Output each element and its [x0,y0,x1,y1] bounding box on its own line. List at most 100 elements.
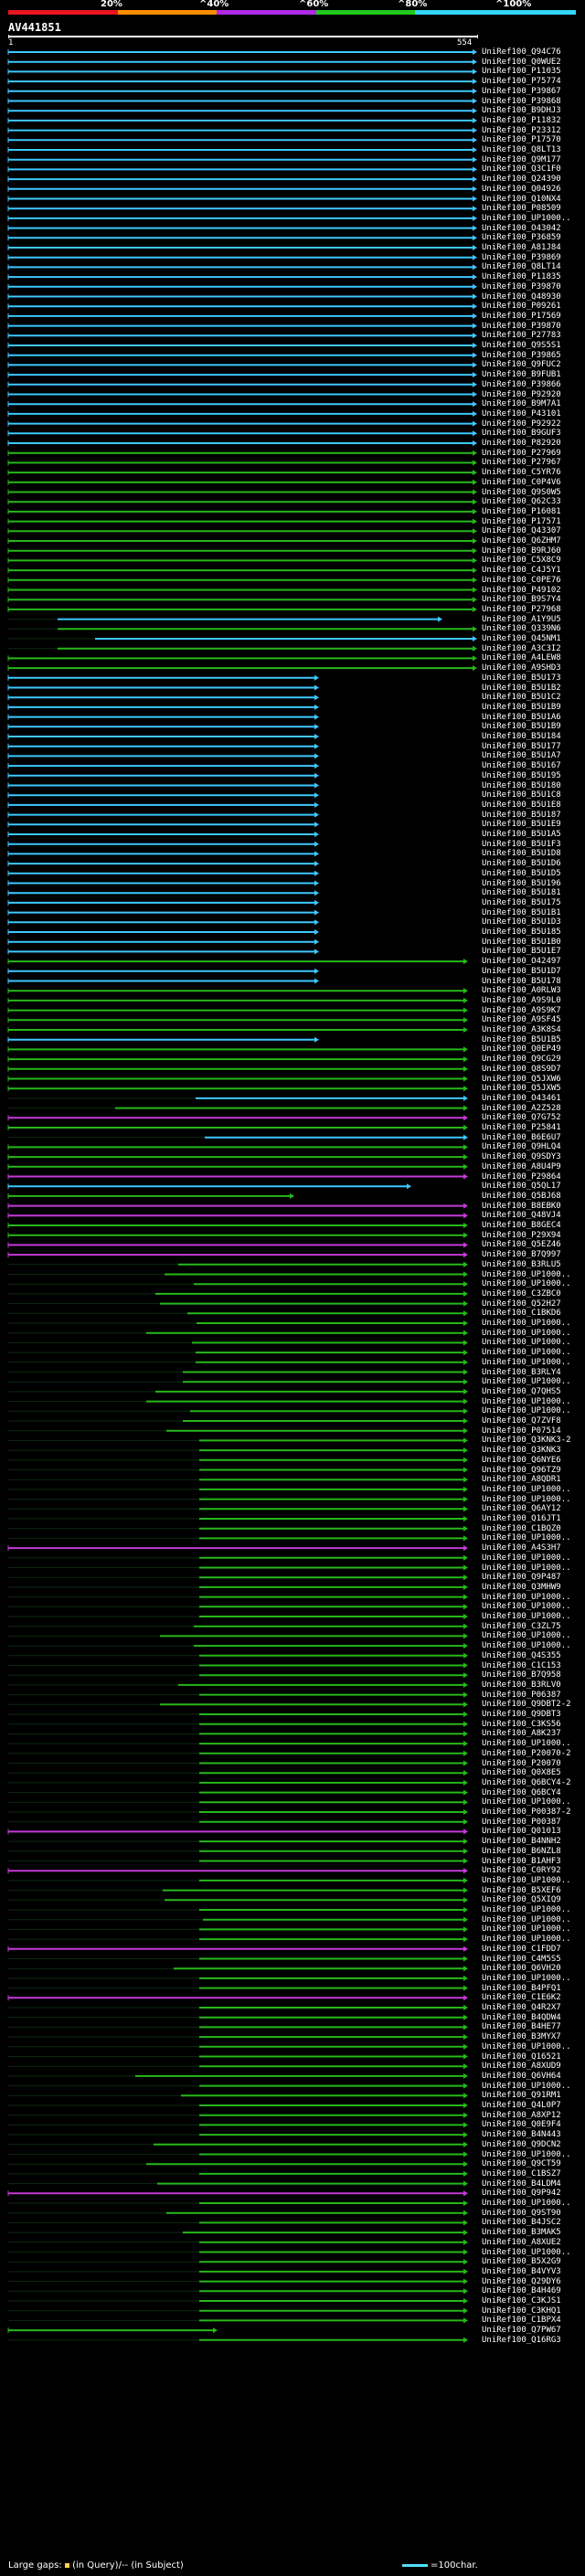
hit-label[interactable]: UniRef100_Q24390 [482,175,561,185]
hit-label[interactable]: UniRef100_B5U187 [482,810,561,820]
hit-label[interactable]: UniRef100_UP1000.. [482,1875,571,1885]
hit-label[interactable]: UniRef100_UP1000.. [482,2247,571,2257]
hit-label[interactable]: UniRef100_Q8S9D7 [482,1064,561,1074]
hit-label[interactable]: UniRef100_Q5XIQ9 [482,1895,561,1905]
hit-label[interactable]: UniRef100_B4VYV3 [482,2266,561,2276]
hit-label[interactable]: UniRef100_UP1000.. [482,2149,571,2159]
hit-label[interactable]: UniRef100_Q52H27 [482,1299,561,1309]
hit-label[interactable]: UniRef100_B4NNH2 [482,1837,561,1847]
hit-label[interactable]: UniRef100_B6E6U7 [482,1132,561,1142]
hit-label[interactable]: UniRef100_Q45NM1 [482,634,561,643]
hit-label[interactable]: UniRef100_B5U175 [482,897,561,907]
hit-label[interactable]: UniRef100_P00387 [482,1817,561,1827]
hit-label[interactable]: UniRef100_B5U1B9 [482,702,561,712]
hit-label[interactable]: UniRef100_Q9P487 [482,1573,561,1583]
hit-label[interactable]: UniRef100_Q91RM1 [482,2091,561,2101]
hit-label[interactable]: UniRef100_P39870 [482,321,561,331]
hit-label[interactable]: UniRef100_P92920 [482,389,561,399]
hit-label[interactable]: UniRef100_B5U1E8 [482,800,561,810]
hit-label[interactable]: UniRef100_P11035 [482,67,561,77]
hit-label[interactable]: UniRef100_Q7PW67 [482,2326,561,2336]
hit-label[interactable]: UniRef100_UP1000.. [482,1406,571,1416]
hit-label[interactable]: UniRef100_B5X2G9 [482,2257,561,2267]
hit-label[interactable]: UniRef100_UP1000.. [482,2041,571,2051]
hit-label[interactable]: UniRef100_UP1000.. [482,1348,571,1358]
hit-label[interactable]: UniRef100_B7Q997 [482,1250,561,1260]
hit-label[interactable]: UniRef100_UP1000.. [482,1553,571,1563]
hit-label[interactable]: UniRef100_B1AHF3 [482,1856,561,1866]
hit-label[interactable]: UniRef100_A8K237 [482,1729,561,1739]
hit-label[interactable]: UniRef100_Q3KNK3-2 [482,1436,571,1446]
hit-label[interactable]: UniRef100_B5U1A6 [482,712,561,722]
hit-label[interactable]: UniRef100_P27968 [482,604,561,614]
hit-label[interactable]: UniRef100_UP1000.. [482,1484,571,1494]
hit-label[interactable]: UniRef100_P39870 [482,281,561,292]
hit-label[interactable]: UniRef100_Q4S355 [482,1650,561,1660]
hit-label[interactable]: UniRef100_Q9DCN2 [482,2139,561,2149]
hit-label[interactable]: UniRef100_P09261 [482,302,561,312]
hit-label[interactable]: UniRef100_Q9S5S1 [482,341,561,350]
hit-label[interactable]: UniRef100_B5U184 [482,732,561,741]
hit-label[interactable]: UniRef100_B5U1F3 [482,839,561,849]
hit-label[interactable]: UniRef100_C4J5Y1 [482,566,561,576]
hit-label[interactable]: UniRef100_P39866 [482,379,561,389]
hit-label[interactable]: UniRef100_B5U1B5 [482,1034,561,1044]
hit-label[interactable]: UniRef100_A2Z528 [482,1103,561,1113]
hit-label[interactable]: UniRef100_B4HE77 [482,2022,561,2032]
hit-label[interactable]: UniRef100_UP1000.. [482,1602,571,1612]
hit-label[interactable]: UniRef100_Q16521 [482,2051,561,2062]
hit-label[interactable]: UniRef100_UP1000.. [482,1533,571,1543]
hit-label[interactable]: UniRef100_P27969 [482,448,561,458]
hit-label[interactable]: UniRef100_B5U1C2 [482,693,561,703]
hit-label[interactable]: UniRef100_Q16RG3 [482,2335,561,2345]
hit-label[interactable]: UniRef100_Q5JXW6 [482,1074,561,1084]
hit-label[interactable]: UniRef100_P16081 [482,506,561,516]
hit-label[interactable]: UniRef100_B5U180 [482,780,561,790]
hit-label[interactable]: UniRef100_Q4L0P7 [482,2101,561,2110]
hit-label[interactable]: UniRef100_B3RLV0 [482,1680,561,1690]
hit-label[interactable]: UniRef100_P07514 [482,1426,561,1436]
hit-label[interactable]: UniRef100_P25841 [482,1123,561,1132]
hit-label[interactable]: UniRef100_A3C3I2 [482,643,561,653]
hit-label[interactable]: UniRef100_Q0X8E5 [482,1768,561,1778]
hit-label[interactable]: UniRef100_B3MYX7 [482,2032,561,2042]
hit-label[interactable]: UniRef100_C4M5S5 [482,1954,561,1964]
hit-label[interactable]: UniRef100_P43101 [482,408,561,419]
hit-label[interactable]: UniRef100_Q6BCY4-2 [482,1777,571,1787]
hit-label[interactable]: UniRef100_A8XUD9 [482,2062,561,2072]
hit-label[interactable]: UniRef100_Q9DBT2-2 [482,1700,571,1710]
hit-label[interactable]: UniRef100_UP1000.. [482,1279,571,1289]
hit-label[interactable]: UniRef100_B9DHJ3 [482,106,561,116]
hit-label[interactable]: UniRef100_Q0EP49 [482,1044,561,1055]
hit-label[interactable]: UniRef100_B9GUF3 [482,429,561,439]
hit-label[interactable]: UniRef100_Q9S0W5 [482,487,561,497]
hit-label[interactable]: UniRef100_B9M7A1 [482,399,561,409]
hit-label[interactable]: UniRef100_A8U4P9 [482,1161,561,1171]
hit-label[interactable]: UniRef100_B5U195 [482,770,561,780]
hit-label[interactable]: UniRef100_C3KJS1 [482,2296,561,2306]
hit-label[interactable]: UniRef100_UP1000.. [482,1269,571,1279]
hit-label[interactable]: UniRef100_B9S7Y4 [482,595,561,605]
hit-label[interactable]: UniRef100_P29864 [482,1171,561,1182]
hit-label[interactable]: UniRef100_Q9HLQ4 [482,1142,561,1152]
hit-label[interactable]: UniRef100_P17570 [482,135,561,145]
hit-label[interactable]: UniRef100_P00387-2 [482,1807,571,1817]
hit-label[interactable]: UniRef100_B4JSC2 [482,2218,561,2228]
hit-label[interactable]: UniRef100_C0PE76 [482,575,561,585]
hit-label[interactable]: UniRef100_Q3C1F0 [482,164,561,175]
hit-label[interactable]: UniRef100_B8GEC4 [482,1221,561,1230]
hit-label[interactable]: UniRef100_B5U1C8 [482,790,561,800]
hit-label[interactable]: UniRef100_B6NZL8 [482,1846,561,1856]
hit-label[interactable]: UniRef100_A9SHD3 [482,663,561,673]
hit-label[interactable]: UniRef100_Q7ZVF8 [482,1416,561,1426]
hit-label[interactable]: UniRef100_Q9SDY3 [482,1152,561,1162]
hit-label[interactable]: UniRef100_B5U1A5 [482,830,561,839]
hit-label[interactable]: UniRef100_UP1000.. [482,1973,571,1983]
hit-label[interactable]: UniRef100_A8XP12 [482,2110,561,2120]
hit-label[interactable]: UniRef100_UP1000.. [482,1935,571,1945]
hit-label[interactable]: UniRef100_UP1000.. [482,2199,571,2208]
hit-label[interactable]: UniRef100_UP1000.. [482,1494,571,1504]
hit-label[interactable]: UniRef100_P27967 [482,458,561,468]
hit-label[interactable]: UniRef100_B5U196 [482,878,561,888]
hit-label[interactable]: UniRef100_UP1000.. [482,1328,571,1338]
